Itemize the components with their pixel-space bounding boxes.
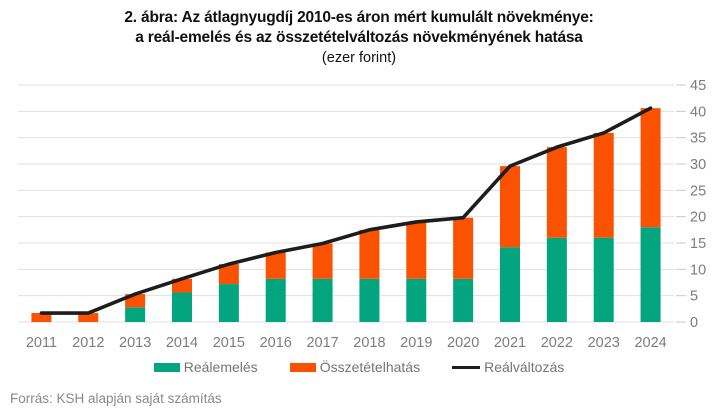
bar-segment-green-2022 — [546, 237, 567, 322]
x-tick-label: 2016 — [260, 335, 292, 351]
bar-segment-green-2020 — [453, 278, 474, 322]
x-tick-label: 2012 — [72, 335, 104, 351]
y-tick-label: 40 — [690, 104, 706, 120]
x-tick-label: 2013 — [119, 335, 151, 351]
x-tick-label: 2023 — [588, 335, 620, 351]
bar-segment-orange-2012 — [78, 313, 99, 322]
legend-item-realemeles: Reálemelés — [153, 359, 258, 375]
title-line-2: a reál-emelés és az összetételváltozás n… — [135, 29, 583, 46]
y-tick-label: 10 — [690, 262, 706, 278]
x-tick-label: 2017 — [306, 335, 338, 351]
chart-title: 2. ábra: Az átlagnyugdíj 2010-es áron mé… — [0, 8, 718, 68]
x-tick-label: 2021 — [494, 335, 526, 351]
bar-segment-orange-2020 — [453, 217, 474, 279]
bar-segment-orange-2011 — [31, 313, 52, 322]
bar-segment-orange-2021 — [500, 166, 520, 248]
y-tick-label: 5 — [690, 289, 698, 305]
bar-segment-orange-2022 — [546, 147, 567, 238]
legend-item-realvaltozas: Reálváltozás — [452, 359, 564, 375]
legend-label-osszetetelhatas: Összetételhatás — [319, 359, 421, 375]
bar-segment-green-2024 — [640, 227, 661, 322]
y-tick-label: 25 — [690, 183, 706, 199]
bar-segment-green-2017 — [312, 278, 333, 322]
bar-segment-orange-2018 — [359, 229, 380, 279]
legend-label-realemeles: Reálemelés — [183, 359, 258, 375]
title-line-1: 2. ábra: Az átlagnyugdíj 2010-es áron mé… — [124, 9, 594, 26]
bar-segment-green-2015 — [218, 284, 239, 322]
x-tick-label: 2014 — [166, 335, 198, 351]
source-note: Forrás: KSH alapján saját számítás — [10, 391, 222, 406]
x-tick-label: 2024 — [634, 335, 666, 351]
osszetetelhatas-swatch-icon — [289, 362, 316, 372]
title-units: (ezer forint) — [321, 50, 397, 66]
y-tick-label: 0 — [690, 315, 698, 331]
bar-segment-orange-2015 — [218, 264, 239, 285]
bar-segment-orange-2019 — [406, 221, 427, 279]
bar-segment-green-2014 — [172, 292, 192, 322]
realvaltozas-line-swatch-icon — [452, 365, 481, 369]
bar-segment-orange-2023 — [593, 132, 614, 238]
bar-segment-green-2018 — [359, 278, 380, 322]
bar-segment-green-2019 — [406, 278, 427, 322]
y-tick-label: 30 — [690, 157, 706, 173]
x-tick-label: 2020 — [447, 335, 479, 351]
y-tick-label: 15 — [690, 236, 706, 252]
x-tick-label: 2015 — [213, 335, 245, 351]
bar-segment-green-2013 — [125, 307, 146, 322]
realvaltozas-line — [39, 106, 653, 315]
x-tick-label: 2011 — [26, 335, 57, 351]
bar-segment-green-2021 — [500, 247, 520, 322]
x-tick-label: 2022 — [541, 335, 573, 351]
bar-segment-orange-2024 — [640, 108, 661, 228]
realemeles-swatch-icon — [153, 362, 180, 372]
y-tick-label: 35 — [690, 131, 706, 147]
y-tick-label: 20 — [690, 210, 706, 226]
legend: Reálemelés Összetételhatás Reálváltozás — [0, 359, 718, 375]
x-tick-label: 2019 — [400, 335, 432, 351]
bar-segment-orange-2017 — [312, 243, 333, 279]
bar-segment-green-2023 — [593, 237, 614, 322]
y-tick-label: 45 — [690, 78, 706, 94]
bar-segment-green-2016 — [265, 278, 286, 322]
bar-segment-orange-2016 — [265, 252, 286, 279]
legend-item-osszetetelhatas: Összetételhatás — [289, 359, 421, 375]
x-tick-label: 2018 — [353, 335, 385, 351]
legend-label-realvaltozas: Reálváltozás — [484, 359, 565, 375]
chart-canvas: 0 5 10 15 20 25 30 35 40 45 2011 2012 2013 2014 2015 20… — [18, 78, 706, 351]
